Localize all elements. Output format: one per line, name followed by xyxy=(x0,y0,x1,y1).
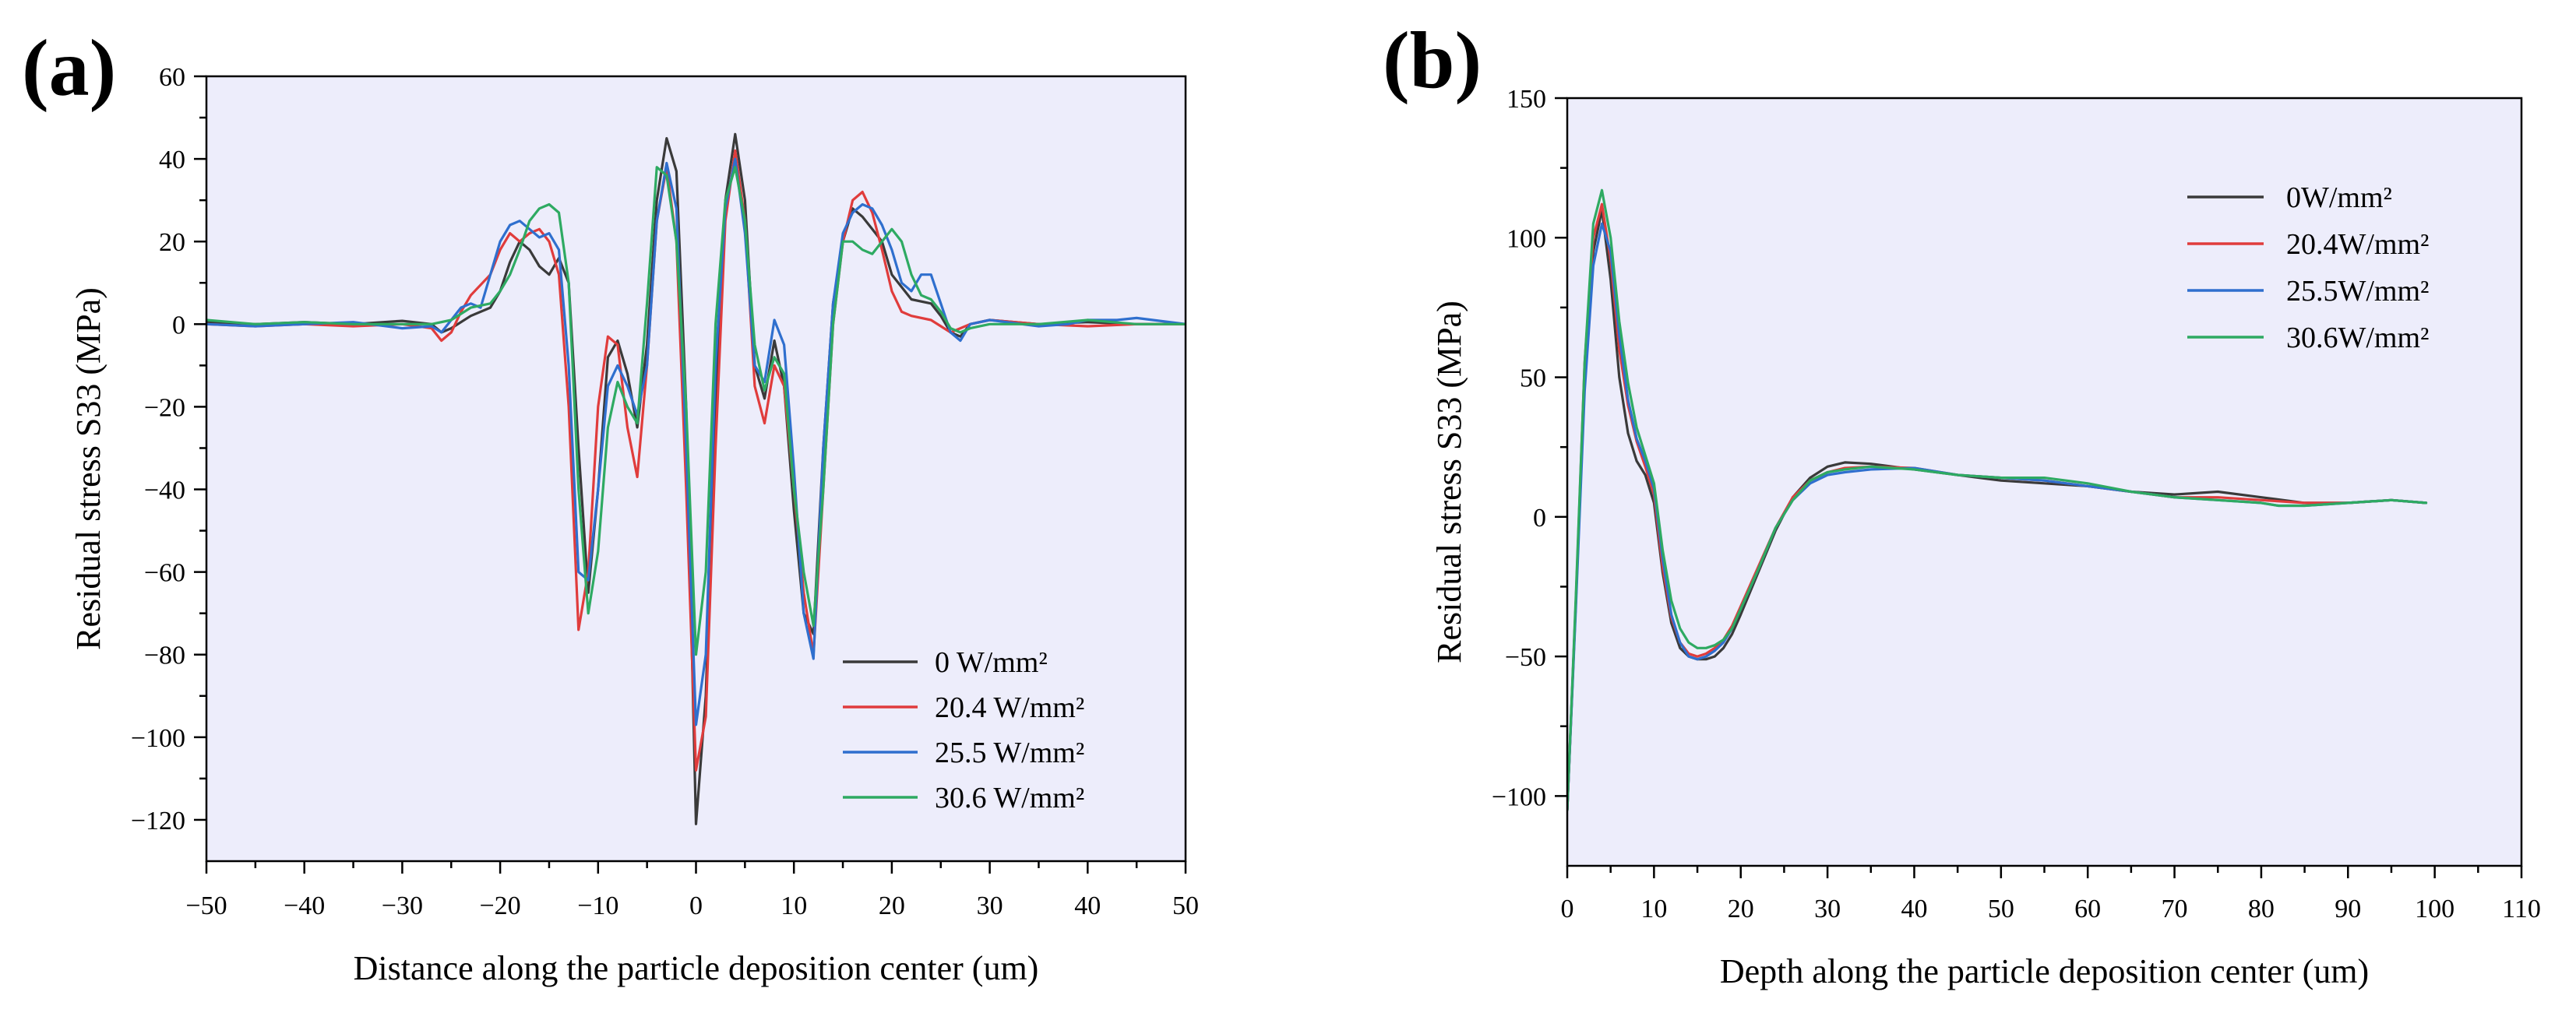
legend-entry: 30.6 W/mm² xyxy=(935,782,1084,814)
series-line-4 xyxy=(206,166,1186,656)
y-tick-label: 0 xyxy=(1533,504,1546,533)
x-tick-label: 80 xyxy=(2248,895,2275,923)
x-tick-label: −30 xyxy=(382,892,423,920)
panel-label: (b) xyxy=(1383,16,1482,105)
legend-entry: 20.4 W/mm² xyxy=(935,691,1084,724)
y-tick-label: 20 xyxy=(159,228,185,257)
x-axis-label: Distance along the particle deposition c… xyxy=(354,949,1039,987)
x-tick-label: 40 xyxy=(1901,895,1927,923)
y-tick-label: −120 xyxy=(131,807,185,835)
y-tick-label: −60 xyxy=(144,559,185,588)
series-group xyxy=(1567,188,2428,811)
x-tick-label: −50 xyxy=(185,892,227,920)
x-tick-label: −40 xyxy=(284,892,325,920)
x-tick-label: 100 xyxy=(2415,895,2454,923)
x-tick-label: 90 xyxy=(2335,895,2361,923)
legend-entry: 20.4W/mm² xyxy=(2286,228,2429,261)
y-tick-label: −50 xyxy=(1505,643,1546,672)
x-tick-label: −10 xyxy=(577,892,618,920)
x-tick-label: 30 xyxy=(1814,895,1841,923)
x-axis-label: Depth along the particle deposition cent… xyxy=(1720,952,2369,990)
x-tick-label: 0 xyxy=(689,892,703,920)
y-tick-label: −20 xyxy=(144,393,185,422)
legend-entry: 0W/mm² xyxy=(2286,181,2392,214)
x-tick-label: 40 xyxy=(1074,892,1101,920)
chart-a: (a)−50 −40 −30 −20 −10 0 10 20 30 40 50−120−100−80… xyxy=(22,23,1199,987)
legend: 0W/mm² 20.4W/mm² 25.5W/mm² 30.6W/mm² xyxy=(2187,181,2429,354)
y-tick-label: 150 xyxy=(1506,85,1546,114)
chart-b: (b) 0 10 20 30 40 50 60 70 80 90 100 110 −100 −50 0 50 10… xyxy=(1383,16,2541,990)
legend: 0 W/mm² 20.4 W/mm² 25.5 W/mm² 30.6 W/mm² xyxy=(843,646,1084,814)
x-tick-label: 0 xyxy=(1561,895,1574,923)
x-tick-label: 10 xyxy=(1640,895,1667,923)
x-tick-label: 30 xyxy=(977,892,1003,920)
y-tick-label: −100 xyxy=(1492,783,1546,811)
y-tick-label: 50 xyxy=(1520,364,1546,393)
x-tick-label: 10 xyxy=(781,892,807,920)
plot-background xyxy=(206,76,1186,861)
y-tick-label: 40 xyxy=(159,146,185,174)
legend-entry: 30.6W/mm² xyxy=(2286,322,2429,354)
legend-entry: 0 W/mm² xyxy=(935,646,1048,679)
x-tick-label: 110 xyxy=(2502,895,2541,923)
x-tick-label: 50 xyxy=(1172,892,1199,920)
y-tick-label: −40 xyxy=(144,477,185,505)
y-axis-label: Residual stress S33 (MPa) xyxy=(69,287,107,650)
y-tick-label: 100 xyxy=(1506,224,1546,253)
y-tick-label: 0 xyxy=(172,311,185,339)
x-tick-label: −20 xyxy=(480,892,521,920)
plot-background xyxy=(1567,98,2521,866)
y-axis-label: Residual stress S33 (MPa) xyxy=(1430,301,1468,663)
x-tick-label: 50 xyxy=(1988,895,2014,923)
y-tick-label: −100 xyxy=(131,724,185,753)
x-tick-label: 20 xyxy=(1728,895,1754,923)
series-line-3 xyxy=(206,157,1186,726)
x-tick-label: 20 xyxy=(879,892,905,920)
series-line-4 xyxy=(1567,188,2428,811)
panel-label: (a) xyxy=(22,23,116,113)
x-tick-label: 70 xyxy=(2162,895,2188,923)
y-tick-label: −80 xyxy=(144,642,185,670)
y-tick-label: 60 xyxy=(159,63,185,92)
legend-entry: 25.5W/mm² xyxy=(2286,275,2429,308)
x-tick-label: 60 xyxy=(2074,895,2101,923)
legend-entry: 25.5 W/mm² xyxy=(935,737,1084,769)
series-group xyxy=(206,132,1186,825)
